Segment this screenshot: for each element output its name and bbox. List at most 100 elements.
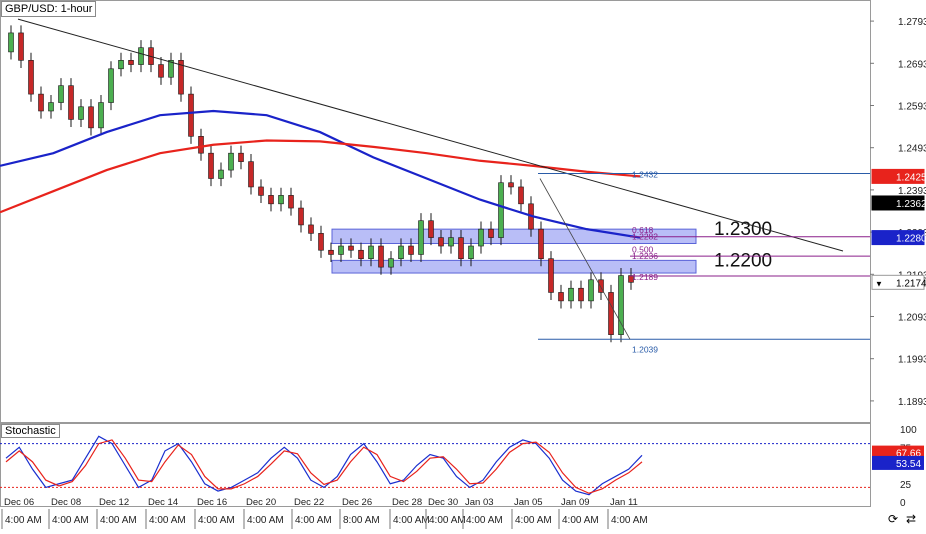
x-date-label: Dec 30 xyxy=(428,497,458,508)
candle xyxy=(318,233,324,251)
candle xyxy=(128,60,134,65)
x-time-label: 4:00 AM xyxy=(247,515,284,526)
stochastic-line xyxy=(5,435,643,496)
x-time-label: 4:00 AM xyxy=(429,515,466,526)
candle xyxy=(38,93,44,112)
x-time-label: 4:00 AM xyxy=(562,515,599,526)
candle xyxy=(168,60,174,78)
candle xyxy=(198,136,204,154)
price-label-box xyxy=(871,195,925,211)
candle xyxy=(418,220,424,255)
x-time-label: 4:00 AM xyxy=(515,515,552,526)
price-label: 1.2280 xyxy=(896,234,926,245)
stochastic-value-box xyxy=(872,455,924,470)
candle xyxy=(578,287,584,302)
candle xyxy=(298,207,304,226)
candle xyxy=(268,195,274,205)
x-time-label: 4:00 AM xyxy=(5,515,42,526)
zone-label: 1.2200 xyxy=(714,250,772,271)
x-date-label: Dec 26 xyxy=(342,497,372,508)
stochastic-title: Stochastic xyxy=(1,424,60,438)
zone-1.2200 xyxy=(331,259,697,274)
zone-label: 1.2300 xyxy=(714,219,772,240)
fib-label: 1.2039 xyxy=(632,344,658,354)
candle xyxy=(248,161,254,188)
y-tick-label: 1.1893 xyxy=(898,397,926,408)
candle xyxy=(488,228,494,238)
x-date-label: Dec 16 xyxy=(197,497,227,508)
x-time-label: 4:00 AM xyxy=(611,515,648,526)
candle xyxy=(618,275,624,335)
moving-average-line xyxy=(0,139,641,214)
candle xyxy=(448,237,454,247)
candle xyxy=(28,60,34,95)
x-time-label: 4:00 AM xyxy=(100,515,137,526)
x-date-label: Dec 22 xyxy=(294,497,324,508)
candle xyxy=(68,85,74,120)
candle xyxy=(408,245,414,255)
y-tick-label: 1.2493 xyxy=(898,144,926,155)
candle xyxy=(358,249,364,259)
candle xyxy=(468,245,474,259)
y-tick-label: 1.2693 xyxy=(898,59,926,70)
price-label: 1.2425 xyxy=(896,172,926,183)
candle xyxy=(608,292,614,335)
candle xyxy=(348,245,354,251)
y-tick-label: 1.2393 xyxy=(898,186,926,197)
sync-icon[interactable]: ⟳ xyxy=(887,512,899,526)
candle xyxy=(398,245,404,259)
candle xyxy=(118,60,124,70)
fib-label: 1.2189 xyxy=(632,272,658,282)
candle xyxy=(158,64,164,78)
x-time-label: 4:00 AM xyxy=(466,515,503,526)
fib-label: 0.500 xyxy=(632,245,654,255)
candle xyxy=(88,106,94,129)
trendline xyxy=(17,18,844,252)
candle xyxy=(538,228,544,259)
y-tick-label: 1.2593 xyxy=(898,102,926,113)
candle xyxy=(598,279,604,293)
price-marker-icon: ▼ xyxy=(875,279,883,288)
y-tick-label: 1.1993 xyxy=(898,355,926,366)
price-label-box xyxy=(871,168,925,184)
x-time-label: 4:00 AM xyxy=(52,515,89,526)
candle xyxy=(338,245,344,255)
stochastic-y-tick: 0 xyxy=(900,498,906,509)
candle xyxy=(508,182,514,188)
candle xyxy=(228,152,234,171)
candle xyxy=(498,182,504,238)
candle xyxy=(288,195,294,209)
arrows-icon[interactable]: ⇄ xyxy=(905,512,917,526)
fib-label: 1.2236 xyxy=(632,251,658,261)
x-date-label: Jan 05 xyxy=(514,497,543,508)
candle xyxy=(368,245,374,259)
chart-title: GBP/USD: 1-hour xyxy=(1,1,97,17)
x-time-label: 4:00 AM xyxy=(295,515,332,526)
stochastic-y-tick: 25 xyxy=(900,480,912,491)
candle xyxy=(458,237,464,259)
x-date-label: Dec 06 xyxy=(4,497,34,508)
candle xyxy=(238,152,244,162)
stochastic-value-label: 67.66 xyxy=(896,449,921,460)
candle xyxy=(48,102,54,112)
price-label-box xyxy=(871,274,925,290)
x-date-label: Dec 28 xyxy=(392,497,422,508)
x-time-label: 8:00 AM xyxy=(343,515,380,526)
x-time-label: 4:00 AM xyxy=(149,515,186,526)
candle xyxy=(278,195,284,205)
stochastic-line xyxy=(5,439,643,494)
candle xyxy=(428,220,434,238)
candle xyxy=(258,186,264,196)
candle xyxy=(208,152,214,179)
candle xyxy=(108,68,114,103)
candle xyxy=(328,249,334,255)
candle xyxy=(518,186,524,205)
candle xyxy=(58,85,64,103)
x-time-label: 4:00 AM xyxy=(198,515,235,526)
candle xyxy=(568,287,574,302)
fib-diagonal xyxy=(539,178,631,340)
stochastic-y-tick: 100 xyxy=(900,425,917,436)
candle xyxy=(378,245,384,268)
